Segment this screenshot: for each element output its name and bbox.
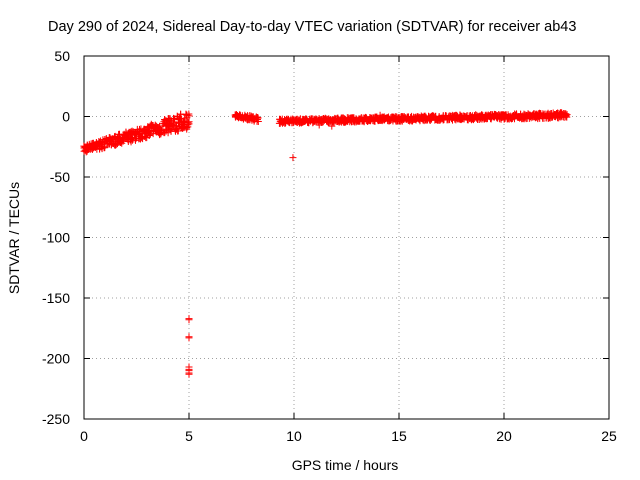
data-point — [557, 109, 565, 117]
y-tick-label: -100 — [42, 230, 70, 246]
x-axis-label: GPS time / hours — [292, 457, 399, 473]
data-point — [315, 121, 323, 129]
plot-frame — [83, 55, 610, 420]
chart-title: Day 290 of 2024, Sidereal Day-to-day VTE… — [48, 19, 576, 35]
data-point — [185, 316, 193, 324]
y-tick-label: 50 — [54, 48, 70, 64]
data-point — [289, 154, 297, 162]
data-point — [562, 110, 570, 118]
y-tick-label: -50 — [50, 169, 70, 185]
y-tick-label: -250 — [42, 411, 70, 427]
data-point — [328, 122, 336, 130]
y-tick-label: -200 — [42, 351, 70, 367]
data-point — [169, 114, 177, 122]
data-point — [185, 118, 193, 126]
data-point — [183, 124, 191, 132]
y-tick-label: 0 — [62, 109, 70, 125]
axis-ticks: 0 5 10 15 20 25 -250 -200 -150 -100 -50 0 50 — [42, 48, 617, 444]
data-point — [254, 114, 262, 122]
y-axis-label: SDTVAR / TECUs — [6, 182, 22, 294]
data-point — [563, 113, 571, 121]
data-point — [170, 115, 178, 123]
x-tick-label: 25 — [601, 428, 617, 444]
data-point — [175, 116, 183, 124]
data-point — [177, 110, 185, 118]
data-point — [82, 146, 90, 154]
data-points — [80, 109, 571, 378]
data-point — [185, 334, 193, 342]
data-point — [147, 120, 155, 128]
y-tick-label: -150 — [42, 290, 70, 306]
x-tick-label: 0 — [80, 428, 88, 444]
grid-lines — [84, 56, 609, 419]
data-point — [101, 144, 109, 152]
data-point — [185, 370, 193, 378]
data-point — [145, 132, 153, 140]
x-tick-label: 15 — [391, 428, 407, 444]
x-tick-label: 20 — [496, 428, 512, 444]
x-tick-label: 5 — [185, 428, 193, 444]
data-point — [157, 130, 165, 138]
x-tick-label: 10 — [286, 428, 302, 444]
data-point — [181, 119, 189, 127]
data-point — [376, 111, 384, 119]
data-point — [183, 111, 191, 119]
